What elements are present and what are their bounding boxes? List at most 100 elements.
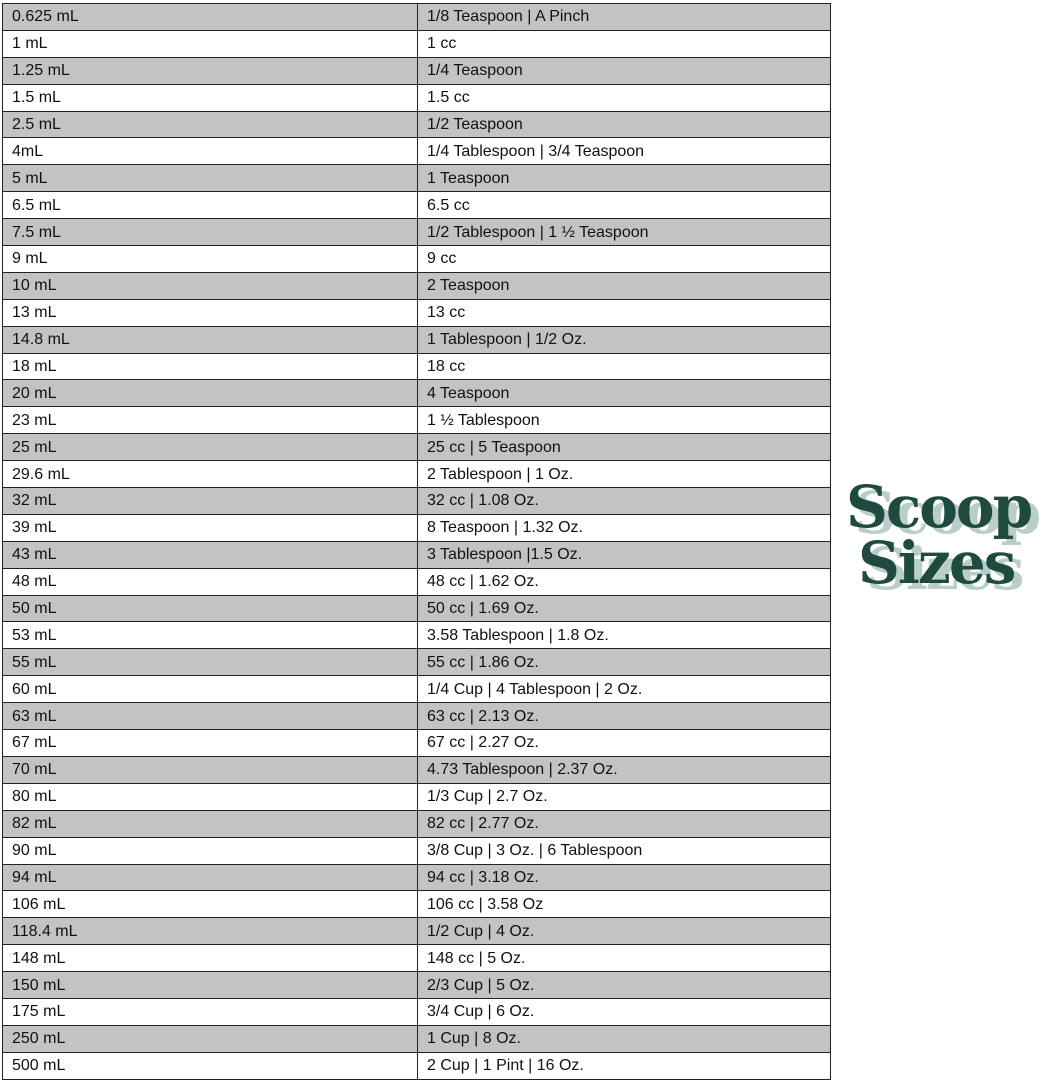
table-row: 39 mL 8 Teaspoon | 1.32 Oz. [2, 513, 831, 542]
equivalent-cell: 3/8 Cup | 3 Oz. | 6 Tablespoon [417, 836, 831, 865]
metric-volume-cell: 148 mL [2, 944, 418, 973]
metric-volume-cell: 43 mL [2, 540, 418, 569]
table-row: 23 mL 1 ½ Tablespoon [2, 406, 831, 435]
equivalent-cell: 1 Tablespoon | 1/2 Oz. [417, 325, 831, 354]
table-row: 25 mL 25 cc | 5 Teaspoon [2, 433, 831, 462]
table-row: 14.8 mL 1 Tablespoon | 1/2 Oz. [2, 325, 831, 354]
metric-volume-cell: 94 mL [2, 863, 418, 892]
scoop-sizes-logo: Scoop Sizes [846, 476, 1061, 606]
metric-volume-cell: 32 mL [2, 487, 418, 515]
equivalent-cell: 55 cc | 1.86 Oz. [417, 648, 831, 677]
table-row: 2.5 mL 1/2 Teaspoon [2, 110, 831, 139]
table-row: 67 mL 67 cc | 2.27 Oz. [2, 729, 831, 757]
metric-volume-cell: 20 mL [2, 379, 418, 408]
table-row: 18 mL 18 cc [2, 352, 831, 381]
equivalent-cell: 50 cc | 1.69 Oz. [417, 594, 831, 623]
metric-volume-cell: 23 mL [2, 406, 418, 435]
equivalent-cell: 3.58 Tablespoon | 1.8 Oz. [417, 621, 831, 650]
table-row: 94 mL 94 cc | 3.18 Oz. [2, 863, 831, 892]
table-row: 43 mL 3 Tablespoon |1.5 Oz. [2, 540, 831, 569]
table-row: 250 mL 1 Cup | 8 Oz. [2, 1024, 831, 1053]
table-row: 9 mL 9 cc [2, 245, 831, 273]
table-row: 148 mL 148 cc | 5 Oz. [2, 944, 831, 973]
metric-volume-cell: 18 mL [2, 352, 418, 381]
metric-volume-cell: 6.5 mL [2, 191, 418, 220]
logo-line1: Scoop [846, 473, 1033, 541]
metric-volume-cell: 50 mL [2, 594, 418, 623]
table-row: 20 mL 4 Teaspoon [2, 379, 831, 408]
metric-volume-cell: 13 mL [2, 298, 418, 327]
metric-volume-cell: 48 mL [2, 567, 418, 596]
table-row: 29.6 mL 2 Tablespoon | 1 Oz. [2, 460, 831, 489]
metric-volume-cell: 1 mL [2, 29, 418, 58]
equivalent-cell: 1/3 Cup | 2.7 Oz. [417, 782, 831, 811]
table-row: 1.25 mL 1/4 Teaspoon [2, 56, 831, 85]
equivalent-cell: 1/2 Tablespoon | 1 ½ Teaspoon [417, 218, 831, 247]
table-row: 150 mL 2/3 Cup | 5 Oz. [2, 971, 831, 999]
table-row: 82 mL 82 cc | 2.77 Oz. [2, 809, 831, 838]
scoop-size-table: 0.625 mL 1/8 Teaspoon | A Pinch 1 mL 1 cc 1.… [2, 3, 831, 1080]
metric-volume-cell: 118.4 mL [2, 917, 418, 946]
table-row: 5 mL 1 Teaspoon [2, 164, 831, 193]
metric-volume-cell: 2.5 mL [2, 110, 418, 139]
equivalent-cell: 3 Tablespoon |1.5 Oz. [417, 540, 831, 569]
metric-volume-cell: 7.5 mL [2, 218, 418, 247]
equivalent-cell: 63 cc | 2.13 Oz. [417, 702, 831, 731]
metric-volume-cell: 500 mL [2, 1051, 418, 1080]
equivalent-cell: 1.5 cc [417, 83, 831, 112]
metric-volume-cell: 1.25 mL [2, 56, 418, 85]
equivalent-cell: 94 cc | 3.18 Oz. [417, 863, 831, 892]
metric-volume-cell: 4mL [2, 137, 418, 166]
table-row: 70 mL 4.73 Tablespoon | 2.37 Oz. [2, 755, 831, 784]
table-row: 1.5 mL 1.5 cc [2, 83, 831, 112]
equivalent-cell: 13 cc [417, 298, 831, 327]
equivalent-cell: 1/8 Teaspoon | A Pinch [417, 3, 831, 31]
equivalent-cell: 1/4 Cup | 4 Tablespoon | 2 Oz. [417, 675, 831, 704]
equivalent-cell: 1/2 Cup | 4 Oz. [417, 917, 831, 946]
table-row: 63 mL 63 cc | 2.13 Oz. [2, 702, 831, 731]
table-row: 6.5 mL 6.5 cc [2, 191, 831, 220]
equivalent-cell: 1 cc [417, 29, 831, 58]
table-row: 175 mL 3/4 Cup | 6 Oz. [2, 997, 831, 1026]
metric-volume-cell: 29.6 mL [2, 460, 418, 489]
metric-volume-cell: 150 mL [2, 971, 418, 999]
table-row: 53 mL 3.58 Tablespoon | 1.8 Oz. [2, 621, 831, 650]
equivalent-cell: 48 cc | 1.62 Oz. [417, 567, 831, 596]
equivalent-cell: 1/2 Teaspoon [417, 110, 831, 139]
metric-volume-cell: 67 mL [2, 729, 418, 757]
metric-volume-cell: 39 mL [2, 513, 418, 542]
table-row: 500 mL 2 Cup | 1 Pint | 16 Oz. [2, 1051, 831, 1080]
table-row: 32 mL 32 cc | 1.08 Oz. [2, 487, 831, 515]
equivalent-cell: 2 Teaspoon [417, 271, 831, 300]
equivalent-cell: 82 cc | 2.77 Oz. [417, 809, 831, 838]
equivalent-cell: 6.5 cc [417, 191, 831, 220]
metric-volume-cell: 106 mL [2, 890, 418, 919]
equivalent-cell: 67 cc | 2.27 Oz. [417, 729, 831, 757]
metric-volume-cell: 55 mL [2, 648, 418, 677]
metric-volume-cell: 60 mL [2, 675, 418, 704]
table-row: 55 mL 55 cc | 1.86 Oz. [2, 648, 831, 677]
equivalent-cell: 25 cc | 5 Teaspoon [417, 433, 831, 462]
metric-volume-cell: 53 mL [2, 621, 418, 650]
equivalent-cell: 4.73 Tablespoon | 2.37 Oz. [417, 755, 831, 784]
equivalent-cell: 1 Teaspoon [417, 164, 831, 193]
equivalent-cell: 2/3 Cup | 5 Oz. [417, 971, 831, 999]
table-row: 106 mL 106 cc | 3.58 Oz [2, 890, 831, 919]
equivalent-cell: 9 cc [417, 245, 831, 273]
equivalent-cell: 1 ½ Tablespoon [417, 406, 831, 435]
metric-volume-cell: 250 mL [2, 1024, 418, 1053]
equivalent-cell: 8 Teaspoon | 1.32 Oz. [417, 513, 831, 542]
table-row: 4mL 1/4 Tablespoon | 3/4 Teaspoon [2, 137, 831, 166]
metric-volume-cell: 14.8 mL [2, 325, 418, 354]
metric-volume-cell: 175 mL [2, 997, 418, 1026]
equivalent-cell: 32 cc | 1.08 Oz. [417, 487, 831, 515]
metric-volume-cell: 70 mL [2, 755, 418, 784]
table-row: 50 mL 50 cc | 1.69 Oz. [2, 594, 831, 623]
metric-volume-cell: 10 mL [2, 271, 418, 300]
metric-volume-cell: 1.5 mL [2, 83, 418, 112]
table-row: 0.625 mL 1/8 Teaspoon | A Pinch [2, 3, 831, 31]
equivalent-cell: 2 Tablespoon | 1 Oz. [417, 460, 831, 489]
equivalent-cell: 1/4 Teaspoon [417, 56, 831, 85]
logo-line2: Sizes [858, 529, 1016, 597]
equivalent-cell: 2 Cup | 1 Pint | 16 Oz. [417, 1051, 831, 1080]
